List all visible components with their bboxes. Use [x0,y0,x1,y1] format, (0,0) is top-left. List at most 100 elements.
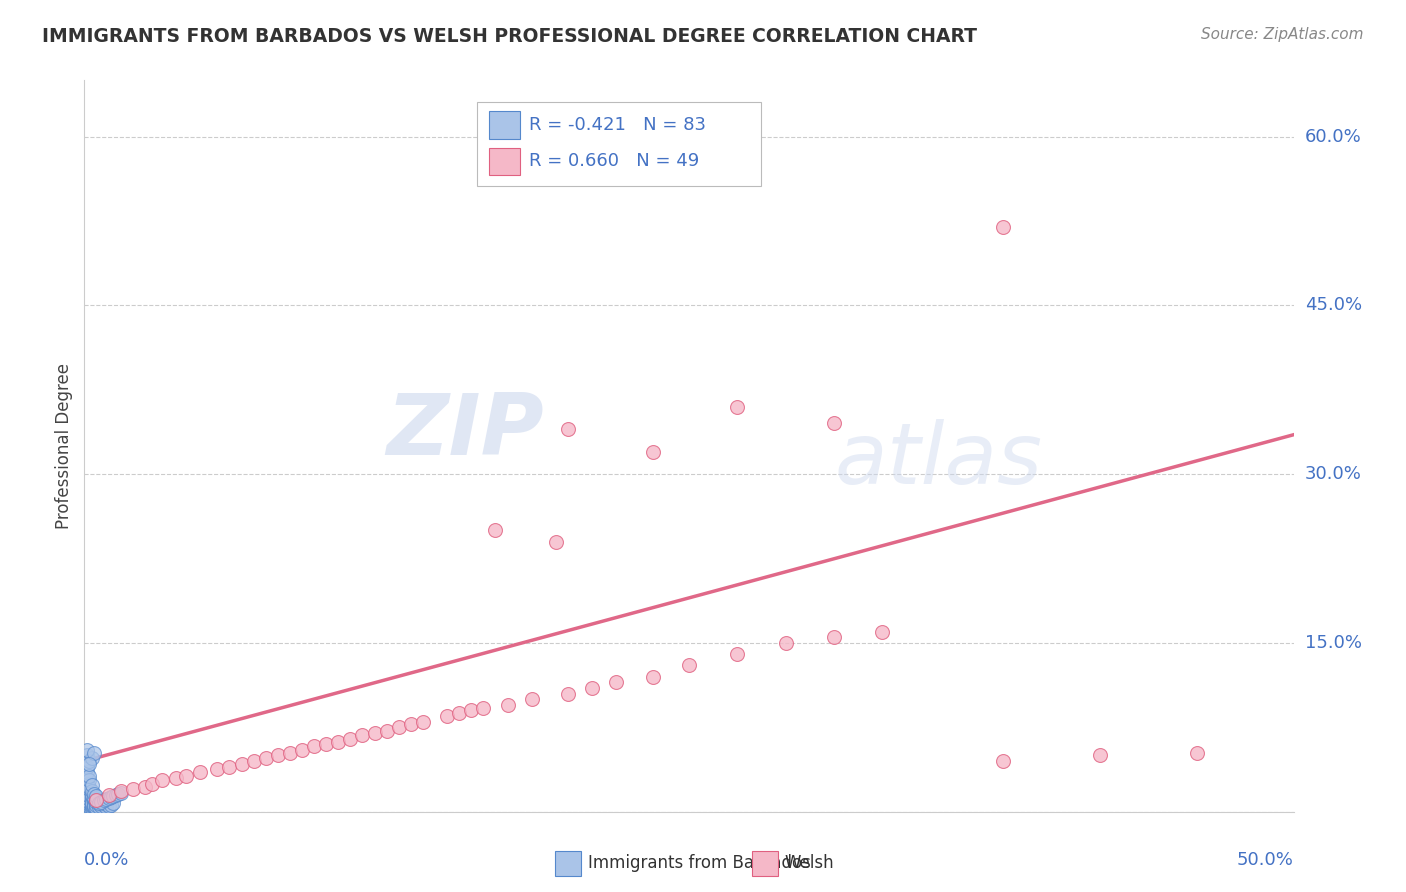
Text: 30.0%: 30.0% [1305,465,1361,483]
Point [76,791,98,805]
Point [86,801,108,815]
Point [121,782,143,797]
Point [278,746,301,760]
FancyBboxPatch shape [489,111,520,139]
Point [87,796,110,810]
Point [83,800,105,814]
Point [77,800,100,814]
Point [581,681,603,695]
Point [557,687,579,701]
Point [76,743,98,757]
Point [87,800,110,814]
Point [544,534,567,549]
Point [87,797,110,811]
Point [363,726,385,740]
Point [80,790,103,805]
Point [80,792,103,806]
Point [872,624,894,639]
Point [76,776,98,790]
Point [76,801,98,815]
Point [83,793,105,807]
Text: 0.0%: 0.0% [84,851,129,869]
Text: R = -0.421   N = 83: R = -0.421 N = 83 [529,116,706,134]
Point [86,793,108,807]
Point [775,636,797,650]
Point [97,799,120,814]
Point [77,757,100,772]
Point [76,796,98,810]
FancyBboxPatch shape [489,147,520,176]
Point [100,797,122,812]
Point [110,784,132,798]
Text: 15.0%: 15.0% [1305,634,1361,652]
Point [436,709,458,723]
Point [80,750,103,764]
Point [87,793,110,807]
Point [76,748,98,763]
Point [83,791,105,805]
Point [80,801,103,815]
Text: 50.0%: 50.0% [1237,851,1294,869]
Point [97,791,120,805]
Point [97,788,120,802]
Point [725,647,748,661]
Point [291,743,314,757]
Point [484,524,506,538]
Point [993,219,1015,234]
Point [352,728,374,742]
Point [302,739,325,754]
Point [80,796,103,810]
Point [103,796,125,810]
Point [605,675,627,690]
Text: Source: ZipAtlas.com: Source: ZipAtlas.com [1201,27,1364,42]
Point [76,765,98,780]
Point [77,789,100,803]
Point [328,735,350,749]
Text: 45.0%: 45.0% [1305,296,1362,314]
Point [80,799,103,814]
Point [80,795,103,809]
Point [993,754,1015,768]
Point [80,784,103,798]
Point [83,746,105,760]
Point [557,422,579,436]
Point [76,799,98,814]
Point [77,793,100,807]
Point [80,778,103,792]
Point [77,795,100,809]
Point [90,795,112,809]
Point [93,793,115,807]
Point [1088,748,1111,763]
Point [496,698,519,712]
Point [1185,746,1208,760]
Point [339,731,361,746]
Point [412,714,434,729]
Point [77,780,100,794]
Point [449,706,471,720]
Point [94,800,117,814]
Point [86,792,108,806]
Y-axis label: Professional Degree: Professional Degree [55,363,73,529]
Point [104,788,127,802]
Point [83,796,105,810]
Point [94,792,117,806]
Point [86,789,108,803]
Point [375,723,398,738]
Point [388,720,411,734]
Text: 60.0%: 60.0% [1305,128,1361,145]
Point [83,799,105,814]
Point [83,787,105,801]
Point [77,769,100,783]
Text: IMMIGRANTS FROM BARBADOS VS WELSH PROFESSIONAL DEGREE CORRELATION CHART: IMMIGRANTS FROM BARBADOS VS WELSH PROFES… [42,27,977,45]
Point [93,797,115,812]
Point [77,797,100,812]
Point [77,791,100,805]
Point [76,797,98,811]
Point [399,717,422,731]
Point [267,748,290,763]
Point [150,773,173,788]
Text: R = 0.660   N = 49: R = 0.660 N = 49 [529,153,700,170]
Point [174,769,197,783]
Point [725,400,748,414]
Text: Immigrants from Barbados: Immigrants from Barbados [588,855,811,872]
